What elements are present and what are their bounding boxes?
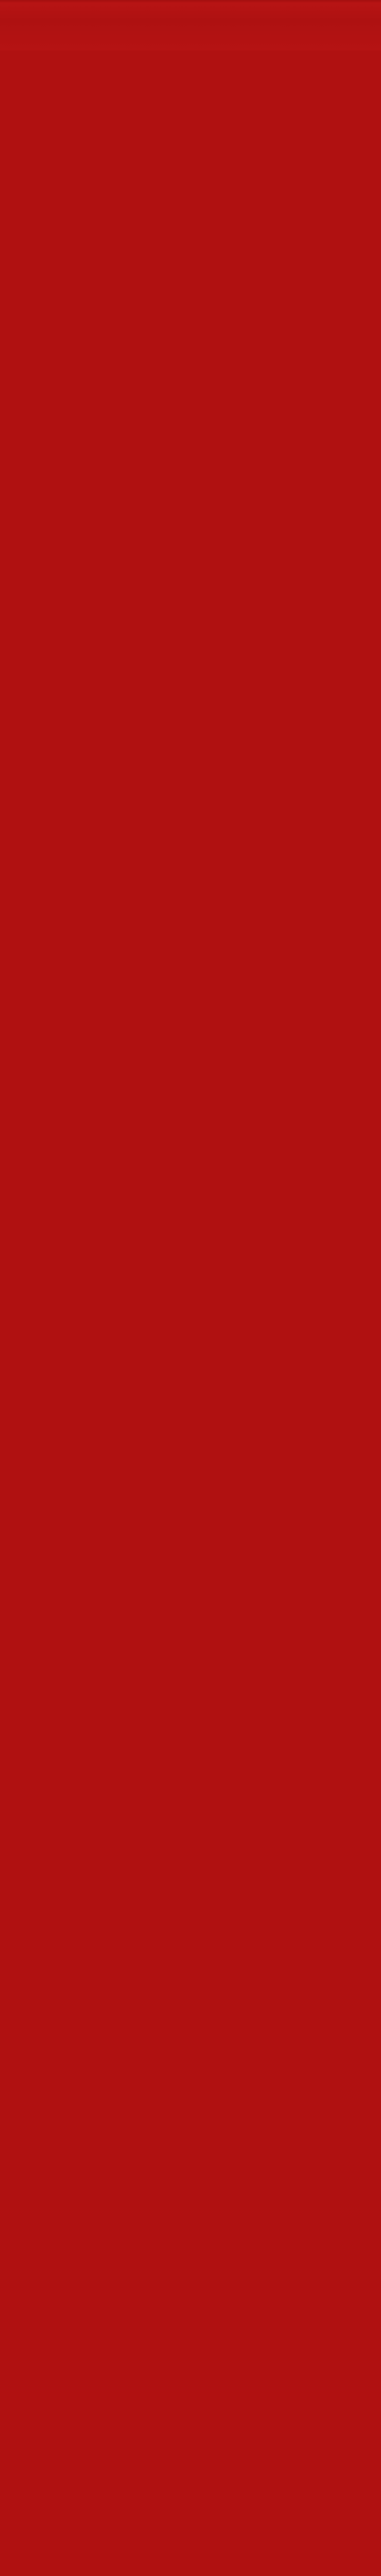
price-list-poster: [0, 0, 381, 50]
footer-headline: [0, 31, 381, 43]
poster-footer: [0, 0, 381, 50]
